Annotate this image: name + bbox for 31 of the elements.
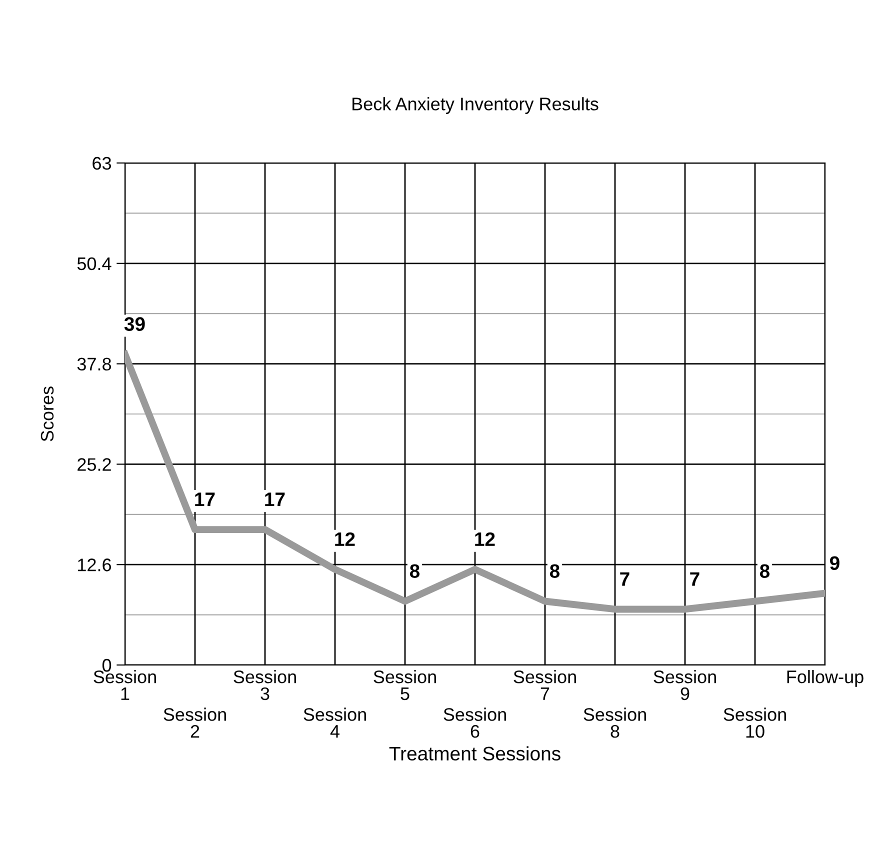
y-tick-label: 25.2 bbox=[78, 458, 111, 471]
x-tick-label: Session 8 bbox=[584, 708, 646, 738]
y-tick-label: 12.6 bbox=[78, 558, 112, 572]
x-tick-label: Session 10 bbox=[724, 708, 786, 738]
data-label: 7 bbox=[620, 572, 630, 586]
x-tick-label: Session 7 bbox=[514, 670, 576, 700]
x-tick-label: Session 1 bbox=[94, 670, 156, 700]
y-tick-label: 0 bbox=[102, 658, 112, 672]
x-tick-label: Session 2 bbox=[164, 708, 226, 738]
x-tick-label: Session 4 bbox=[304, 708, 366, 738]
x-tick-label: Session 9 bbox=[654, 670, 716, 700]
x-axis-title: Treatment Sessions bbox=[389, 746, 560, 761]
data-label: 12 bbox=[475, 532, 495, 546]
x-tick-label: Session 5 bbox=[374, 670, 436, 700]
y-axis-title: Scores bbox=[40, 386, 54, 442]
data-label: 8 bbox=[760, 564, 770, 578]
data-label: 8 bbox=[410, 564, 420, 578]
data-label: 7 bbox=[690, 572, 700, 586]
data-label: 8 bbox=[550, 564, 560, 578]
chart-title: Beck Anxiety Inventory Results bbox=[352, 97, 598, 114]
x-tick-label: Session 6 bbox=[444, 708, 506, 738]
data-label: 12 bbox=[335, 532, 355, 546]
data-label: 39 bbox=[124, 317, 145, 331]
data-label: 17 bbox=[265, 492, 285, 506]
x-tick-label: Session 3 bbox=[234, 670, 296, 700]
x-tick-label: Follow-up bbox=[787, 670, 864, 687]
y-tick-label: 50.4 bbox=[77, 257, 112, 270]
y-tick-label: 37.8 bbox=[77, 358, 112, 371]
data-label: 17 bbox=[195, 492, 215, 506]
data-label: 9 bbox=[830, 556, 840, 570]
y-tick-label: 63 bbox=[92, 156, 112, 170]
